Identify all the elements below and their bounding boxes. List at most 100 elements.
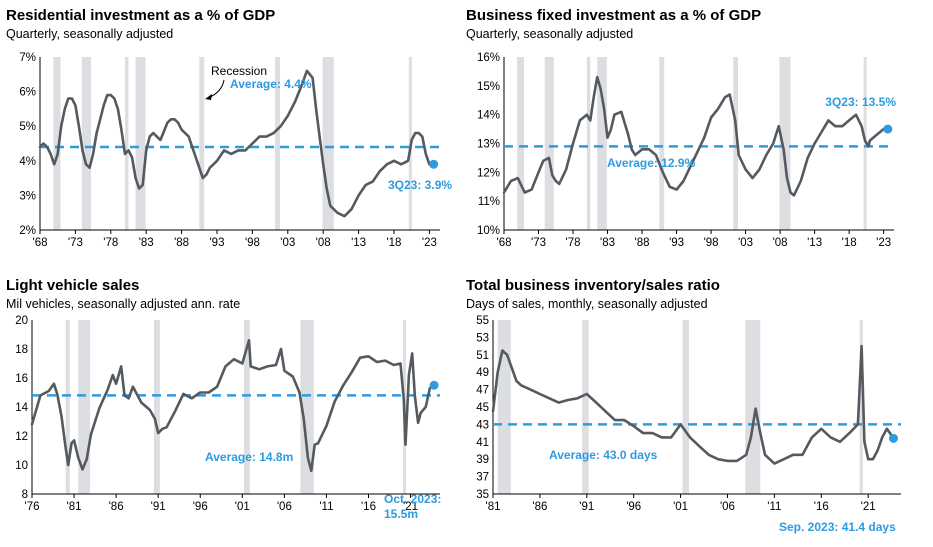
x-tick-label: '88 [635, 237, 650, 249]
y-tick-label: 47 [476, 385, 489, 397]
y-tick-label: 49 [476, 367, 489, 379]
y-tick-label: 15% [477, 81, 500, 93]
recession-band [497, 320, 511, 494]
average-label: Average: 14.8m [205, 450, 293, 464]
x-tick-label: '86 [532, 501, 547, 513]
recession-band [243, 320, 250, 494]
recession-band [859, 320, 863, 494]
x-tick-label: '11 [319, 501, 333, 513]
x-tick-label: '13 [351, 237, 366, 249]
latest-label: 3Q23: 13.5% [825, 95, 896, 109]
x-tick-label: '98 [245, 237, 260, 249]
y-tick-label: 2% [19, 225, 36, 237]
y-tick-label: 43 [476, 419, 489, 431]
recession-band [863, 57, 867, 230]
chart-subtitle: Quarterly, seasonally adjusted [6, 27, 174, 41]
recession-band [53, 57, 61, 230]
y-tick-label: 10% [477, 225, 500, 237]
x-tick-label: '68 [497, 237, 512, 249]
y-tick-label: 16% [477, 52, 500, 64]
y-tick-label: 12% [477, 167, 500, 179]
x-tick-label: '83 [139, 237, 154, 249]
recession-band [597, 57, 607, 230]
y-tick-label: 45 [476, 402, 489, 414]
x-tick-label: '78 [566, 237, 581, 249]
recession-band [779, 57, 791, 230]
recession-band [78, 320, 91, 494]
x-tick-label: '06 [277, 501, 292, 513]
chart-plot-business-investment: 10% 11% 12% 13% 14% 15% 16% '68 '73 '78 '83 '88 '93 '… [477, 52, 896, 249]
recession-arrow-head [205, 94, 212, 100]
recession-band [300, 320, 314, 494]
chart-panel-residential: Residential investment as a % of GDP Qua… [0, 0, 466, 273]
recession-band [745, 320, 761, 494]
latest-point [883, 124, 893, 134]
chart-subtitle: Mil vehicles, seasonally adjusted ann. r… [6, 297, 241, 311]
y-tick-label: 39 [476, 454, 489, 466]
x-tick-label: '23 [422, 237, 437, 249]
recession-band [322, 57, 334, 230]
series-line [38, 69, 435, 218]
recession-band [124, 57, 129, 230]
x-tick-label: '16 [361, 501, 376, 513]
recession-band [135, 57, 146, 230]
x-tick-label: '21 [403, 501, 418, 513]
x-tick-label: '88 [174, 237, 189, 249]
x-tick-label: '73 [531, 237, 546, 249]
latest-label: Sep. 2023: 41.4 days [779, 520, 896, 534]
y-tick-label: 53 [476, 332, 489, 344]
x-tick-label: '93 [669, 237, 684, 249]
latest-point [429, 380, 439, 390]
x-tick-label: '06 [720, 501, 735, 513]
x-tick-label: '08 [316, 237, 331, 249]
y-tick-label: 4% [19, 156, 36, 168]
y-tick-label: 6% [19, 87, 36, 99]
x-tick-label: '91 [579, 501, 594, 513]
recession-band [682, 320, 690, 494]
chart-plot-inventory-sales: 35 37 39 41 43 45 47 49 51 53 55 '81 '86 '91 '96 '01 '06… [476, 315, 901, 534]
recession-band [659, 57, 665, 230]
y-tick-label: 10 [15, 460, 28, 472]
x-tick-label: '81 [67, 501, 82, 513]
x-tick-label: '03 [738, 237, 753, 249]
y-tick-label: 3% [19, 190, 36, 202]
x-tick-label: '96 [193, 501, 208, 513]
x-tick-label: '11 [767, 501, 781, 513]
recession-band [199, 57, 205, 230]
latest-label: Oct. 2023: [384, 492, 441, 506]
latest-label: 15.5m [384, 507, 418, 521]
chart-subtitle: Days of sales, monthly, seasonally adjus… [466, 297, 708, 311]
chart-title: Business fixed investment as a % of GDP [466, 7, 762, 24]
recession-band [582, 320, 589, 494]
x-tick-label: '01 [673, 501, 688, 513]
x-tick-label: '16 [814, 501, 829, 513]
x-tick-label: '68 [33, 237, 48, 249]
x-tick-label: '86 [109, 501, 124, 513]
x-tick-label: '01 [235, 501, 250, 513]
recession-band [544, 57, 554, 230]
x-tick-label: '21 [861, 501, 876, 513]
chart-panel-vehicle-sales: Light vehicle sales Mil vehicles, season… [0, 273, 466, 547]
chart-title: Light vehicle sales [6, 277, 140, 294]
x-tick-label: '76 [25, 501, 40, 513]
series-line [30, 339, 436, 473]
y-tick-label: 14 [15, 402, 28, 414]
x-tick-label: '23 [876, 237, 891, 249]
average-label: Average: 43.0 days [549, 448, 658, 462]
y-tick-label: 13% [477, 139, 500, 151]
recession-band [65, 320, 70, 494]
chart-title: Residential investment as a % of GDP [6, 7, 276, 24]
recession-band [153, 320, 160, 494]
y-tick-label: 8 [22, 489, 28, 501]
chart-title: Total business inventory/sales ratio [466, 277, 720, 294]
y-tick-label: 14% [477, 110, 500, 122]
x-tick-label: '91 [151, 501, 166, 513]
recession-band [81, 57, 91, 230]
y-tick-label: 55 [476, 315, 489, 327]
latest-label: 3Q23: 3.9% [388, 178, 452, 192]
x-tick-label: '78 [103, 237, 118, 249]
chart-panel-inventory-sales: Total business inventory/sales ratio Day… [466, 273, 933, 547]
y-tick-label: 18 [15, 344, 28, 356]
y-tick-label: 12 [15, 431, 28, 443]
x-tick-label: '18 [386, 237, 401, 249]
